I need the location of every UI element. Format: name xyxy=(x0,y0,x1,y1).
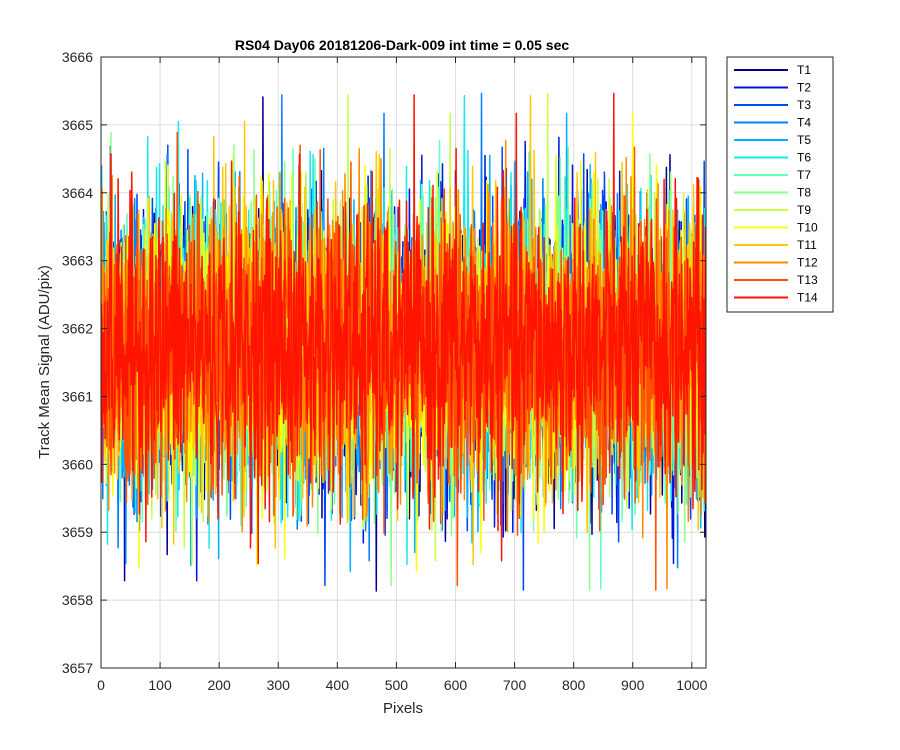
legend-label-t10: T10 xyxy=(797,221,818,235)
plot-frame xyxy=(100,56,707,669)
x-tick-label: 300 xyxy=(267,677,291,693)
legend-label-t2: T2 xyxy=(797,81,811,95)
y-tick-label: 3666 xyxy=(62,49,93,65)
x-tick-label: 100 xyxy=(148,677,172,693)
chart-title: RS04 Day06 20181206-Dark-009 int time = … xyxy=(235,37,569,53)
y-tick-label: 3659 xyxy=(62,524,93,540)
legend-label-t1: T1 xyxy=(797,63,811,77)
x-axis-label: Pixels xyxy=(383,700,423,717)
legend-label-t3: T3 xyxy=(797,98,811,112)
legend-label-t5: T5 xyxy=(797,133,811,147)
legend-label-t14: T14 xyxy=(797,291,818,305)
legend-label-t8: T8 xyxy=(797,186,811,200)
series-lines xyxy=(101,92,706,592)
legend-label-t4: T4 xyxy=(797,116,811,130)
x-tick-label: 500 xyxy=(385,677,409,693)
legend-box xyxy=(726,56,834,313)
x-tick-label: 400 xyxy=(326,677,350,693)
y-tick-label: 3660 xyxy=(62,456,93,472)
legend-label-t7: T7 xyxy=(797,168,811,182)
y-tick-label: 3662 xyxy=(62,321,93,337)
legend-label-t13: T13 xyxy=(797,273,818,287)
y-tick-label: 3661 xyxy=(62,388,93,404)
x-tick-label: 700 xyxy=(503,677,527,693)
y-tick-label: 3664 xyxy=(62,185,93,201)
legend-label-t12: T12 xyxy=(797,256,818,270)
x-tick-label: 600 xyxy=(444,677,468,693)
x-tick-label: 900 xyxy=(621,677,645,693)
x-tick-label: 200 xyxy=(207,677,231,693)
legend: T1 T2 T3 T4 T5 T6 T7 T8 T9 T10 T11 T12 T13 T14 xyxy=(726,56,834,313)
legend-label-t6: T6 xyxy=(797,151,811,165)
y-tick-label: 3663 xyxy=(62,253,93,269)
x-tick-label: 1000 xyxy=(676,677,707,693)
series-line-t14 xyxy=(101,92,706,565)
y-tick-label: 3658 xyxy=(62,592,93,608)
axis-ticks: 0 100 200 300 400 500 600 700 800 900 1000 3657 3658… xyxy=(62,49,708,693)
y-tick-label: 3665 xyxy=(62,117,93,133)
y-tick-label: 3657 xyxy=(62,660,93,676)
x-tick-label: 800 xyxy=(562,677,586,693)
legend-label-t11: T11 xyxy=(797,238,817,252)
y-axis-label: Track Mean Signal (ADU/pix) xyxy=(36,265,53,459)
x-tick-label: 0 xyxy=(97,677,105,693)
legend-label-t9: T9 xyxy=(797,203,811,217)
